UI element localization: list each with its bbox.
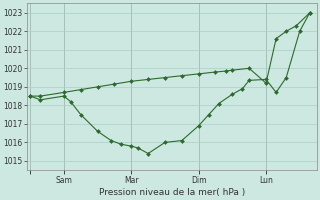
X-axis label: Pression niveau de la mer( hPa ): Pression niveau de la mer( hPa ) — [99, 188, 245, 197]
